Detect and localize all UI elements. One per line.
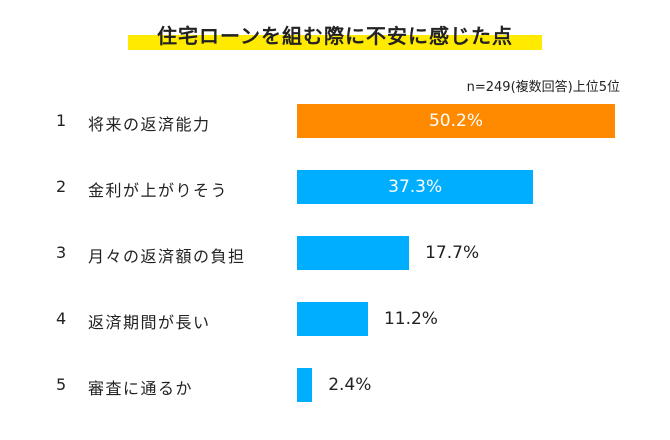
rank-label: 1 <box>56 111 67 130</box>
category-label: 金利が上がりそう <box>88 181 229 200</box>
data-label: 17.7% <box>425 243 480 263</box>
data-label: 37.3% <box>388 177 443 197</box>
bar <box>297 302 368 336</box>
rank-label: 2 <box>56 177 67 196</box>
bar <box>297 104 615 138</box>
category-label: 月々の返済額の負担 <box>88 247 246 266</box>
data-label: 50.2% <box>428 111 483 131</box>
data-label: 11.2% <box>383 309 438 329</box>
category-label: 返済期間が長い <box>88 313 211 332</box>
category-label: 将来の返済能力 <box>88 115 211 134</box>
bar <box>297 236 410 270</box>
rank-label: 3 <box>56 243 67 262</box>
data-label: 2.4% <box>328 375 372 395</box>
chart-title-text: 住宅ローンを組む際に不安に感じた点 <box>157 24 513 48</box>
category-label: 審査に通るか <box>88 379 194 398</box>
sample-note: n=249(複数回答)上位5位 <box>466 80 620 95</box>
bar <box>297 170 534 204</box>
rank-label: 5 <box>56 375 67 394</box>
chart-title: 住宅ローンを組む際に不安に感じた点 <box>128 18 542 52</box>
rank-label: 4 <box>56 309 67 328</box>
title-highlight <box>128 35 542 50</box>
bar <box>297 368 313 402</box>
